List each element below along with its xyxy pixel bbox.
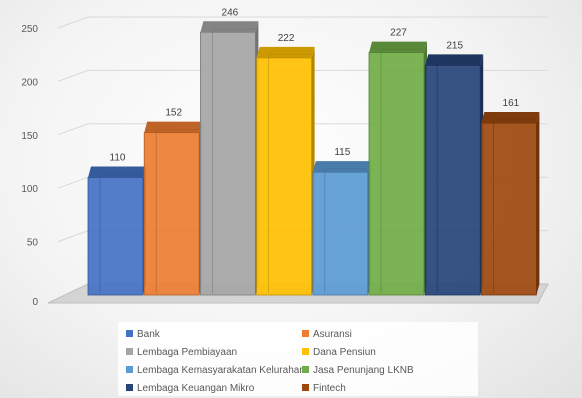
data-label: 152 bbox=[165, 108, 182, 119]
legend-item: Fintech bbox=[302, 383, 346, 394]
legend-item: Bank bbox=[126, 329, 161, 340]
data-label: 215 bbox=[446, 40, 463, 51]
legend: Bank Asuransi Lembaga Pembiayaan Dana Pensi… bbox=[118, 322, 478, 396]
legend-item: Jasa Penunjang LKNB bbox=[302, 365, 414, 376]
legend-swatch bbox=[302, 348, 309, 355]
bar bbox=[312, 161, 371, 296]
data-label: 161 bbox=[503, 98, 520, 109]
data-labels: 110 152 246 222 115 227 215 161 bbox=[110, 7, 520, 163]
legend-item: Lembaga Keuangan Mikro bbox=[126, 383, 255, 394]
legend-swatch bbox=[302, 384, 309, 391]
legend-label: Jasa Penunjang LKNB bbox=[313, 365, 414, 376]
data-label: 115 bbox=[334, 147, 350, 158]
bar bbox=[143, 121, 203, 296]
y-tick-label: 100 bbox=[21, 184, 38, 195]
legend-label: Asuransi bbox=[313, 329, 352, 340]
y-tick-label: 250 bbox=[21, 24, 38, 35]
legend-box bbox=[118, 322, 478, 396]
legend-swatch bbox=[126, 366, 133, 373]
y-tick-label: 50 bbox=[27, 238, 39, 249]
y-tick-label: 150 bbox=[21, 131, 38, 142]
legend-swatch bbox=[302, 330, 309, 337]
y-tick-label: 200 bbox=[21, 77, 38, 88]
gridline bbox=[57, 16, 548, 29]
data-label: 246 bbox=[222, 7, 239, 18]
data-label: 227 bbox=[390, 28, 407, 39]
legend-swatch bbox=[126, 348, 133, 355]
bar bbox=[256, 46, 315, 296]
bar bbox=[424, 54, 484, 296]
bar bbox=[480, 112, 540, 296]
bar bbox=[87, 166, 146, 296]
bars bbox=[87, 21, 540, 296]
bar bbox=[199, 21, 259, 296]
legend-label: Lembaga Keuangan Mikro bbox=[137, 383, 255, 394]
legend-label: Lembaga Kemasyarakatan Kelurahan bbox=[137, 365, 305, 376]
legend-swatch bbox=[302, 366, 309, 373]
legend-item: Asuransi bbox=[302, 329, 352, 340]
legend-item: Lembaga Pembiayaan bbox=[126, 347, 237, 358]
data-label: 222 bbox=[278, 33, 295, 44]
legend-label: Fintech bbox=[313, 383, 346, 394]
legend-swatch bbox=[126, 384, 133, 391]
legend-item: Lembaga Kemasyarakatan Kelurahan bbox=[126, 365, 305, 376]
bar bbox=[368, 41, 427, 296]
legend-swatch bbox=[126, 330, 133, 337]
legend-label: Dana Pensiun bbox=[313, 347, 376, 358]
legend-item: Dana Pensiun bbox=[302, 347, 376, 358]
y-axis-ticks: 0 50 100 150 200 250 bbox=[21, 24, 38, 308]
legend-label: Lembaga Pembiayaan bbox=[137, 347, 237, 358]
legend-label: Bank bbox=[137, 329, 161, 340]
data-label: 110 bbox=[110, 153, 126, 164]
y-tick-label: 0 bbox=[32, 297, 38, 308]
